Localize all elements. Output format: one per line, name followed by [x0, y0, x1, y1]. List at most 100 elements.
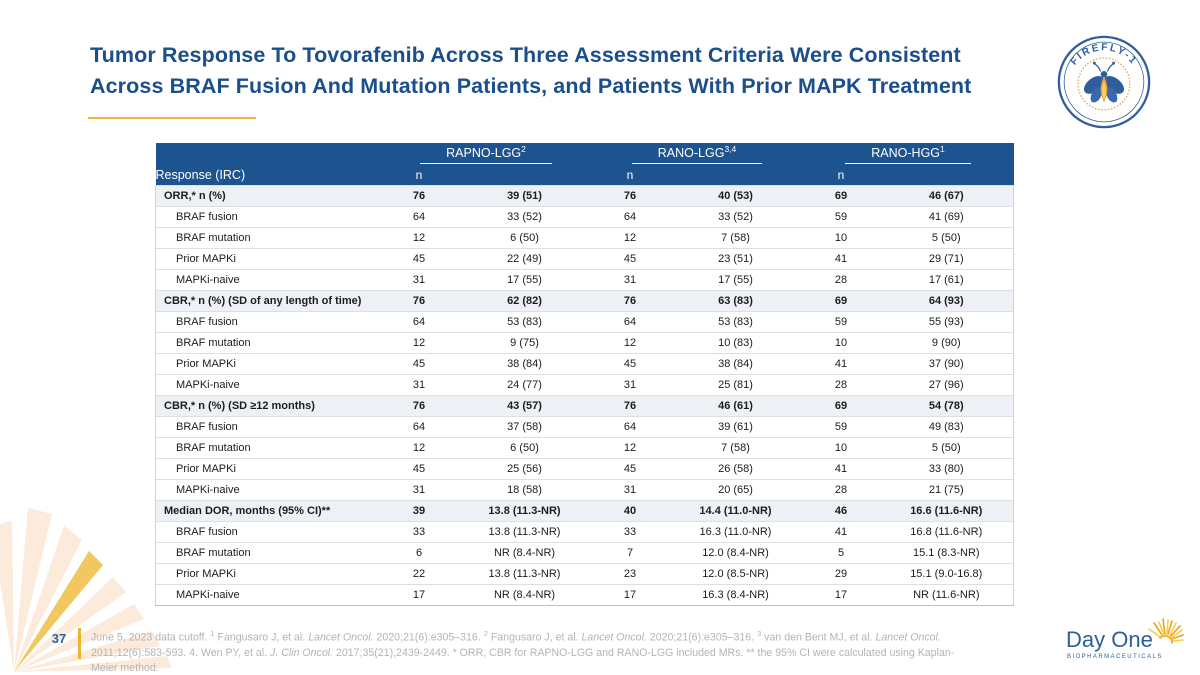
table-cell: 17	[591, 584, 669, 607]
row-label: Median DOR, months (95% CI)**	[155, 500, 381, 522]
table-cell: 45	[380, 458, 458, 480]
table-cell: 22	[380, 563, 458, 585]
table-cell: 6 (50)	[457, 437, 592, 459]
table-cell: 40 (53)	[668, 185, 803, 207]
table-row: Median DOR, months (95% CI)** 39 13.8 (11.…	[155, 500, 1015, 522]
table-cell: 20 (65)	[668, 479, 803, 501]
table-cell: 6 (50)	[457, 227, 592, 249]
table-cell: 15.1 (8.3-NR)	[879, 542, 1015, 564]
table-cell: 62 (82)	[457, 290, 592, 312]
svg-text:BIOPHARMACEUTICALS: BIOPHARMACEUTICALS	[1067, 654, 1163, 660]
table-cell: 12	[591, 332, 669, 354]
table-cell: 16.3 (8.4-NR)	[668, 584, 803, 607]
table-cell: 49 (83)	[879, 416, 1015, 438]
row-label: CBR,* n (%) (SD ≥12 months)	[155, 395, 381, 417]
table-cell: 59	[802, 416, 880, 438]
table-cell: 53 (83)	[457, 311, 592, 333]
table-cell: 31	[591, 374, 669, 396]
table-cell: 45	[380, 353, 458, 375]
table-cell: 16.3 (11.0-NR)	[668, 521, 803, 543]
table-cell: 69	[802, 395, 880, 417]
table-cell: 16.6 (11.6-NR)	[879, 500, 1015, 522]
n-column-header: n	[380, 164, 458, 186]
table-cell: 26 (58)	[668, 458, 803, 480]
table-row: CBR,* n (%) (SD ≥12 months) 76 43 (57) 76 46…	[155, 395, 1015, 417]
firefly-1-logo: FIREFLY-1	[1056, 34, 1152, 130]
table-cell: 76	[380, 395, 458, 417]
row-label: BRAF fusion	[155, 416, 381, 438]
table-cell: 12	[380, 332, 458, 354]
table-cell: 21 (75)	[879, 479, 1015, 501]
value-column-header-blank	[879, 164, 1014, 186]
table-cell: 64	[591, 206, 669, 228]
table-cell: 53 (83)	[668, 311, 803, 333]
table-cell: 64	[591, 416, 669, 438]
footnote-segment: Lancet Oncol.	[308, 631, 374, 644]
table-cell: 18 (58)	[457, 479, 592, 501]
row-header-label: Response (IRC)	[155, 164, 381, 186]
row-label: Prior MAPKi	[155, 458, 381, 480]
footnote-segment: 2017;35(21),2439-2449. * ORR, CBR for RA…	[91, 646, 955, 674]
table-cell: 7 (58)	[668, 437, 803, 459]
table-cell: NR (11.6-NR)	[879, 584, 1015, 607]
table-cell: 76	[591, 290, 669, 312]
table-cell: 28	[802, 374, 880, 396]
table-cell: 25 (81)	[668, 374, 803, 396]
row-label: BRAF mutation	[155, 332, 381, 354]
table-row: MAPKi-naive 31 18 (58) 31 20 (65) 28 21 (75)	[155, 479, 1015, 501]
table-row: BRAF fusion 64 53 (83) 64 53 (83) 59 55 (93)	[155, 311, 1015, 333]
table-cell: 22 (49)	[457, 248, 592, 270]
table-row: BRAF mutation 12 9 (75) 12 10 (83) 10 9 (90)	[155, 332, 1015, 354]
table-cell: 31	[591, 269, 669, 291]
table-row: Prior MAPKi 45 25 (56) 45 26 (58) 41 33 (80)	[155, 458, 1015, 480]
page-title-line1: Tumor Response To Tovorafenib Across Thr…	[90, 43, 961, 67]
table-cell: 45	[591, 353, 669, 375]
table-cell: 76	[380, 290, 458, 312]
table-row: Prior MAPKi 22 13.8 (11.3-NR) 23 12.0 (8.5-N…	[155, 563, 1015, 585]
table-cell: 16.8 (11.6-NR)	[879, 521, 1015, 543]
table-corner-blank	[155, 143, 381, 165]
svg-text:FIREFLY-1: FIREFLY-1	[1069, 42, 1140, 67]
table-row: Prior MAPKi 45 22 (49) 45 23 (51) 41 29 (71)	[155, 248, 1015, 270]
table-cell: 5	[802, 542, 880, 564]
table-cell: 12	[380, 227, 458, 249]
table-cell: 6	[380, 542, 458, 564]
table-cell: 64 (93)	[879, 290, 1015, 312]
row-label: Prior MAPKi	[155, 248, 381, 270]
table-cell: 7	[591, 542, 669, 564]
column-group-header-rano-lgg: RANO-LGG3,4	[591, 143, 803, 165]
table-cell: 76	[380, 185, 458, 207]
footnote-segment: Lancet Oncol.	[875, 631, 941, 644]
table-cell: 43 (57)	[457, 395, 592, 417]
row-label: MAPKi-naive	[155, 479, 381, 501]
footnote-segment: 2011;12(6):583-593. 4. Wen PY, et al.	[91, 646, 271, 659]
table-cell: 39 (51)	[457, 185, 592, 207]
table-cell: 12.0 (8.4-NR)	[668, 542, 803, 564]
footnote-segment: 2020;21(6):e305–316.	[373, 631, 484, 644]
table-cell: 55 (93)	[879, 311, 1015, 333]
table-cell: 31	[591, 479, 669, 501]
table-cell: 13.8 (11.3-NR)	[457, 521, 592, 543]
table-cell: 17 (55)	[668, 269, 803, 291]
table-row: BRAF mutation 12 6 (50) 12 7 (58) 10 5 (50)	[155, 437, 1015, 459]
table-cell: 39	[380, 500, 458, 522]
table-row: ORR,* n (%) 76 39 (51) 76 40 (53) 69 46 (67)	[155, 185, 1015, 207]
n-column-header: n	[802, 164, 880, 186]
footnote-text: June 5, 2023 data cutoff. 1 Fangusaro J,…	[91, 629, 965, 675]
row-label: BRAF fusion	[155, 311, 381, 333]
table-cell: 45	[380, 248, 458, 270]
table-cell: 31	[380, 479, 458, 501]
table-cell: 33	[380, 521, 458, 543]
footnote-segment: 3	[757, 629, 762, 638]
table-row: BRAF fusion 33 13.8 (11.3-NR) 33 16.3 (11.0-…	[155, 521, 1015, 543]
table-cell: 69	[802, 185, 880, 207]
table-cell: 14.4 (11.0-NR)	[668, 500, 803, 522]
table-cell: 23 (51)	[668, 248, 803, 270]
table-cell: 29	[802, 563, 880, 585]
table-cell: NR (8.4-NR)	[457, 542, 592, 564]
table-row: MAPKi-naive 31 24 (77) 31 25 (81) 28 27 (96)	[155, 374, 1015, 396]
row-label: BRAF mutation	[155, 437, 381, 459]
table-cell: 17	[802, 584, 880, 607]
table-cell: 28	[802, 269, 880, 291]
